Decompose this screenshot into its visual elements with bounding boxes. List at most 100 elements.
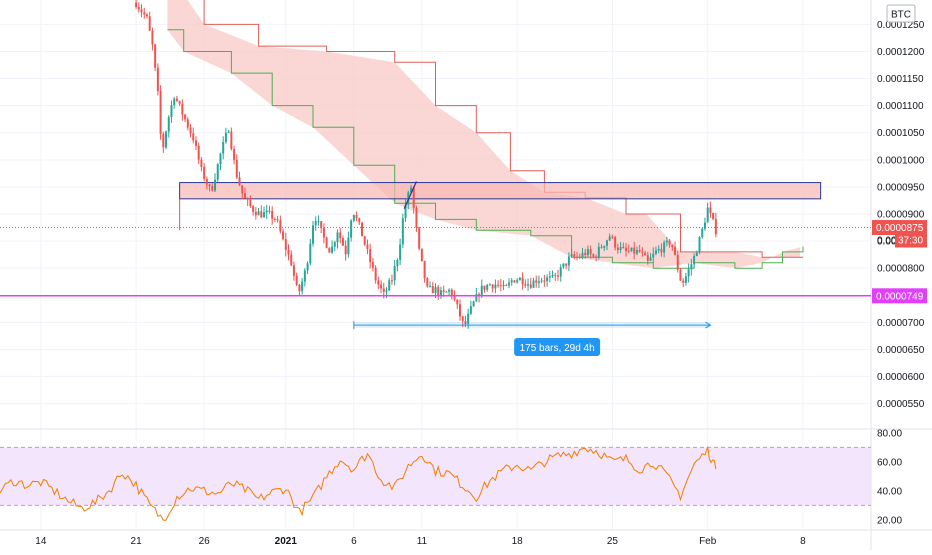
candle-body [159,91,162,134]
candle-body [254,211,257,216]
candle-body [339,232,342,239]
candle-body [622,247,625,249]
last-price-label: 0.0000875 [876,223,924,234]
candle-body [423,260,426,279]
candle-body [167,117,170,132]
candle-body [581,252,584,258]
candle-body [608,236,611,241]
candle-body [693,256,696,265]
candle-body [524,284,527,286]
candle-body [516,280,519,283]
time-tick-label: 14 [35,536,47,547]
cloud-span-b-line [167,29,804,269]
candle-body [312,225,315,244]
candle-body [325,237,328,248]
candle-body [355,215,358,219]
cloud-fill [167,0,801,269]
candle-body [616,247,619,251]
time-axis[interactable]: 14 21 26 2021 6 11 18 25 Feb 8 [35,536,806,547]
cloud-span-a-line [203,0,803,258]
candle-body [347,237,350,255]
candle-body [502,284,505,287]
price-tick-label: 0.0000800 [877,264,925,275]
candle-body [646,255,649,261]
candle-body [382,288,385,292]
candle-body [671,244,674,248]
candle-body [439,290,442,296]
last-price-badge[interactable] [872,220,927,236]
candle-body [241,185,244,194]
resistance-zone-box[interactable] [179,182,822,200]
candle-body [589,249,592,255]
candle-body [271,210,274,219]
candle-body [527,284,530,286]
candle-body [151,30,154,45]
measure-label-box[interactable] [514,338,601,356]
candle-body [480,285,483,297]
currency-badge[interactable]: BTC [886,4,916,23]
candle-body [263,212,266,218]
candle-body [410,187,413,193]
price-axis[interactable]: 0.0001200 0.0001150 0.0001100 0.0001050 0.00… [872,20,927,526]
candle-body [546,277,549,282]
time-tick-label: 2021 [275,536,298,547]
candle-body [559,267,562,277]
candle-body [341,238,344,246]
candle-body [203,166,206,180]
candle-body [200,159,203,167]
candle-body [140,9,143,13]
trend-line[interactable] [403,181,417,209]
candle-body [333,242,336,247]
candle-body [483,285,486,290]
candle-body [486,284,489,290]
candle-body [619,247,622,251]
candle-body [154,44,157,68]
measure-label: 175 bars, 29d 4h [520,343,595,354]
candle-body [192,133,195,141]
candle-body [586,249,589,255]
candle-body [227,131,230,133]
candle-body [679,269,682,281]
price-tick-label: 0.0000900 [877,210,925,221]
candle-body [510,280,513,283]
candle-body [317,221,320,223]
support-badge[interactable] [872,288,927,304]
candle-body [290,254,293,266]
countdown-badge[interactable] [895,232,927,248]
candle-body [205,179,208,185]
measure-arrow [705,321,712,329]
candle-body [415,207,418,228]
price-tick-label: 0.0000550 [877,399,925,410]
candle-body [396,259,399,267]
price-tick-label: 0.0000700 [877,318,925,329]
price-tick-label: 0.0001250 [877,20,925,31]
rsi-line [0,446,717,521]
candle-body [208,184,211,186]
candle-body [216,164,219,180]
candle-body [513,280,516,283]
candle-body [388,280,391,291]
candle-body [464,321,467,325]
candle-body [252,206,255,212]
candle-body [404,204,407,219]
chart-overlays[interactable]: 175 bars, 29d 4h [0,181,871,356]
candle-body [565,263,568,266]
resistance-zone[interactable] [179,182,822,231]
candle-body [453,295,456,300]
candle-body [690,264,693,270]
candle-body [238,177,241,186]
candle-body [287,249,290,255]
candle-body [701,228,704,238]
candle-body [363,236,366,245]
candle-body [249,199,252,207]
candle-body [303,270,306,282]
candle-body [328,247,331,253]
candle-body [625,247,628,251]
candle-body [698,237,701,253]
candle-body [442,290,445,292]
candle-body [369,249,372,263]
candle-body [576,256,579,258]
candle-body [344,245,347,255]
